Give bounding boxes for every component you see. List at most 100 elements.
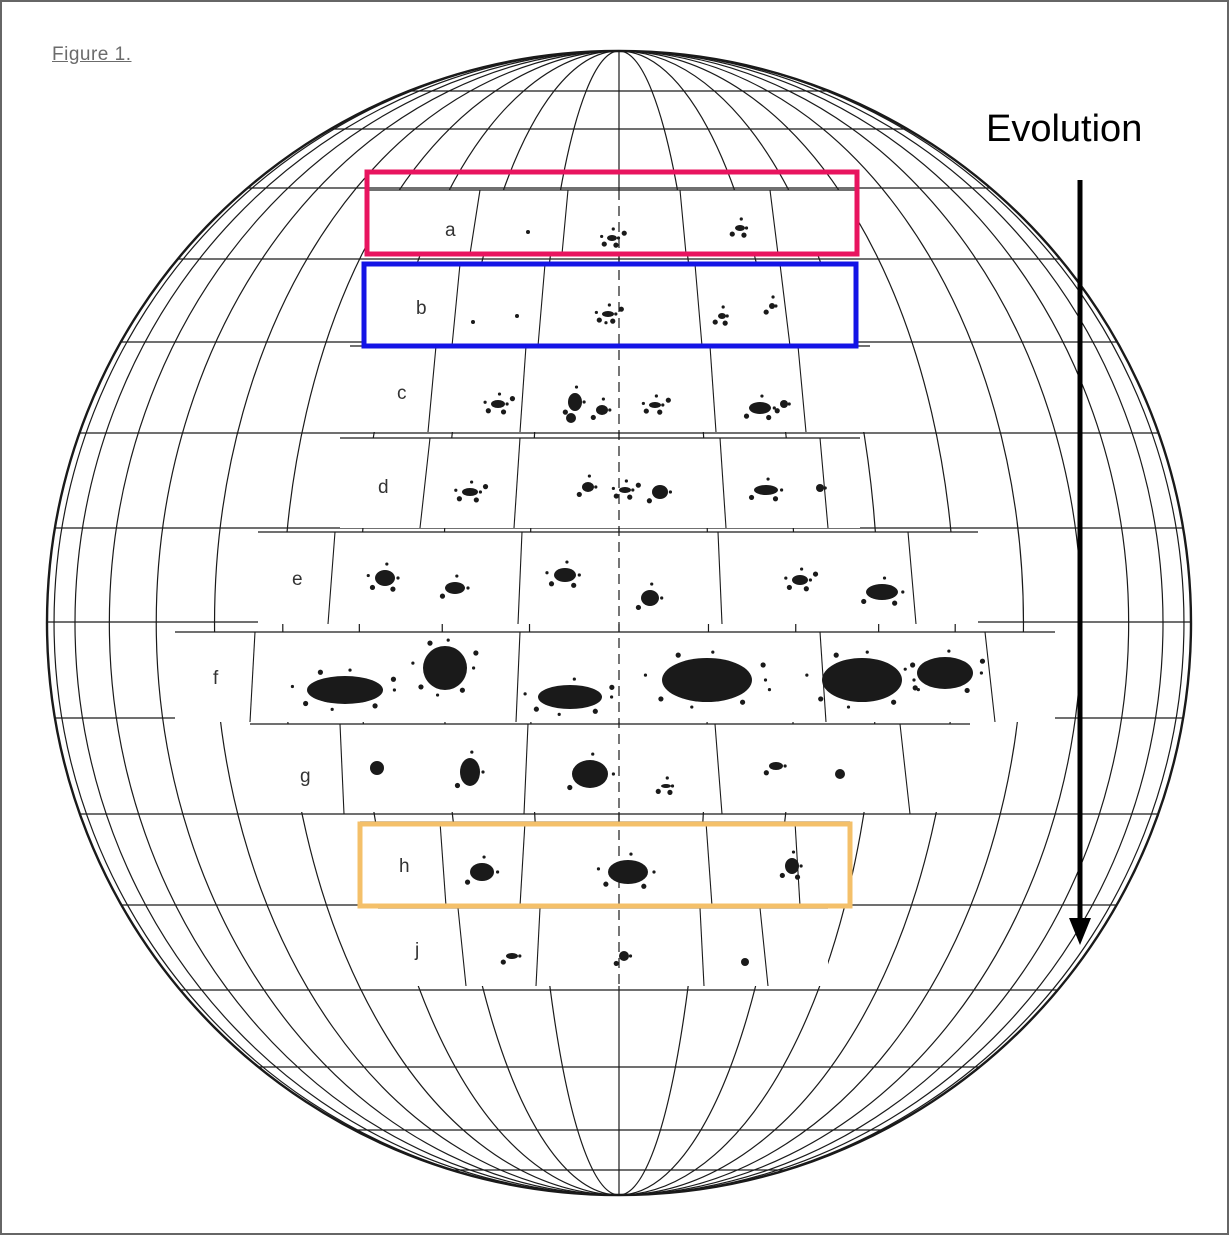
sunspot-speck xyxy=(594,485,598,489)
row-panel xyxy=(258,532,978,624)
sunspot-speck xyxy=(454,488,458,492)
sunspot-speck xyxy=(601,241,607,247)
sunspot-speck xyxy=(557,712,561,716)
sunspot-speck xyxy=(892,600,898,606)
sunspot-speck xyxy=(390,676,397,682)
sunspot-speck xyxy=(812,571,819,577)
sunspot-speck xyxy=(665,397,671,403)
sunspot xyxy=(602,311,614,317)
sunspot-speck xyxy=(865,650,869,654)
meridian-line xyxy=(74,50,620,1196)
evolution-arrow xyxy=(1069,180,1091,945)
sunspot xyxy=(917,657,973,689)
sunspot-speck xyxy=(721,305,725,309)
sunspot xyxy=(554,568,576,582)
sunspot-speck xyxy=(631,488,635,492)
meridian-line xyxy=(213,50,620,1196)
highlight-box-a xyxy=(364,169,860,257)
figure-title: Figure 1. xyxy=(52,44,132,65)
sunspot-speck xyxy=(505,402,509,406)
sunspot-speck xyxy=(846,705,851,709)
sunspot-speck xyxy=(464,879,471,885)
sunspot-speck xyxy=(390,586,396,592)
sunspot-speck xyxy=(791,850,796,854)
sunspot-speck xyxy=(787,402,791,406)
sunspot-speck xyxy=(658,696,664,702)
sunspot-speck xyxy=(800,567,804,571)
sunspot-speck xyxy=(545,571,549,575)
sunspot-speck xyxy=(784,576,788,580)
sunspot-speck xyxy=(392,688,396,692)
sunspot xyxy=(619,487,631,493)
sunspot-speck xyxy=(668,490,673,494)
sunspot xyxy=(582,482,594,492)
sunspot-speck xyxy=(711,650,715,654)
sunspot-speck xyxy=(435,693,440,697)
meridian-line xyxy=(53,50,620,1196)
sunspot-speck xyxy=(303,700,309,707)
sunspot-speck xyxy=(760,394,764,398)
sunspot-speck xyxy=(596,317,602,323)
sunspot-speck xyxy=(766,414,772,421)
meridian-line xyxy=(618,50,1164,1196)
row-panel xyxy=(340,438,860,528)
sunspot-speck xyxy=(861,598,867,605)
sunspot-speck xyxy=(496,870,500,874)
sunspot-speck xyxy=(743,413,750,419)
sunspot-speck xyxy=(912,685,918,691)
sunspot xyxy=(785,858,799,874)
sunspot-speck xyxy=(641,883,647,889)
row-label-j: j xyxy=(415,940,420,961)
sunspot-speck xyxy=(712,319,718,325)
sunspot-speck xyxy=(646,498,652,504)
sunspot xyxy=(735,225,745,231)
latitude-longitude-grid xyxy=(45,49,1193,1197)
sunspot-speck xyxy=(611,772,616,776)
sunspot-speck xyxy=(772,496,779,502)
sunspot-speck xyxy=(744,226,749,230)
highlight-boxes xyxy=(357,169,860,909)
sunspot xyxy=(661,784,671,788)
sunspot-speck xyxy=(772,406,776,410)
sunspot-speck xyxy=(603,881,609,887)
meridian-line xyxy=(618,50,1130,1196)
sunspot-speck xyxy=(610,695,614,699)
sunspot xyxy=(491,400,505,408)
meridian-line xyxy=(618,50,1185,1196)
sunspot-speck xyxy=(657,409,663,415)
sunspot-speck xyxy=(786,584,792,591)
sunspot xyxy=(749,402,771,414)
sunspot xyxy=(822,658,902,702)
sunspot-speck xyxy=(665,776,669,780)
sunspot-speck xyxy=(650,582,654,586)
sunspot-speck xyxy=(348,668,352,672)
row-label-h: h xyxy=(399,856,410,877)
sunspot-speck xyxy=(572,677,576,681)
sunspot-speck xyxy=(587,474,591,478)
row-panel xyxy=(378,908,828,986)
sunspot xyxy=(445,582,465,594)
sunspot xyxy=(866,584,898,600)
sunspot-speck xyxy=(667,789,673,795)
sunspot-speck xyxy=(670,784,675,788)
sunspot-speck xyxy=(330,707,334,711)
row-label-a: a xyxy=(445,220,456,241)
row-panel xyxy=(175,632,1055,722)
sunspot xyxy=(471,320,475,324)
sunspot xyxy=(662,658,752,702)
sunspot-speck xyxy=(509,396,516,402)
sunspot xyxy=(741,958,749,966)
sunspot-speck xyxy=(470,750,474,754)
sunspot xyxy=(566,413,576,423)
sunspot-speck xyxy=(725,314,729,318)
sunspot xyxy=(641,590,659,606)
sunspot-speck xyxy=(533,706,539,712)
meridian-line xyxy=(108,50,620,1196)
sunspot-speck xyxy=(571,582,577,588)
sunspot xyxy=(769,762,783,770)
sunspot-speck xyxy=(618,306,624,312)
meridian-line xyxy=(155,50,620,1196)
sunspot-speck xyxy=(396,576,400,580)
sunspot-speck xyxy=(766,477,770,481)
